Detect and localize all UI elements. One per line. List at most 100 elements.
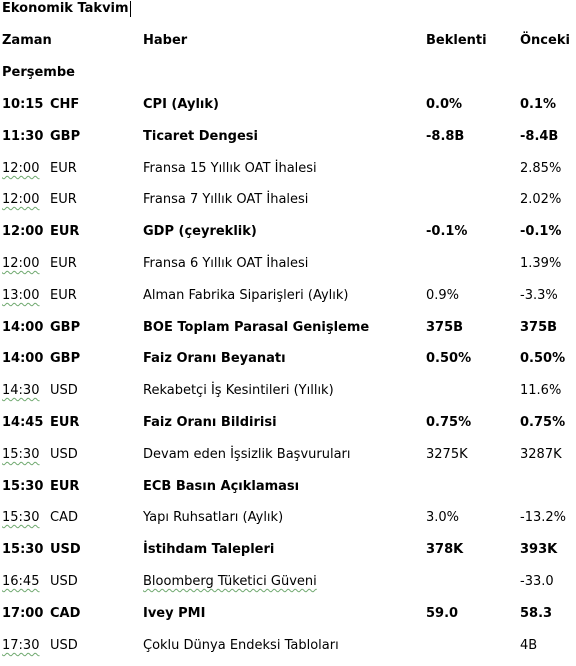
row-news: Yapı Ruhsatları (Aylık) [143,510,284,525]
row-time: 17:00 [2,606,44,621]
text-cursor [129,1,131,17]
row-currency: USD [50,638,78,653]
row-news: Fransa 7 Yıllık OAT İhalesi [143,192,309,207]
row-previous: -33.0 [520,574,554,589]
row-expected: 3275K [426,447,468,462]
row-previous: 2.02% [520,192,562,207]
header-time: Zaman [2,33,52,48]
row-currency: EUR [50,192,77,207]
row-news: GDP (çeyreklik) [143,224,257,239]
row-time: 15:30 [2,510,40,525]
table-row: 17:30 USD Çoklu Dünya Endeksi Tabloları 4B [0,635,576,657]
row-news: Devam eden İşsizlik Başvuruları [143,447,351,462]
table-row: 10:15 CHF CPI (Aylık) 0.0% 0.1% [0,94,576,116]
row-previous: 3287K [520,447,562,462]
row-currency: GBP [50,129,81,144]
row-previous: 11.6% [520,383,562,398]
row-currency: EUR [50,224,80,239]
row-time: 13:00 [2,288,40,303]
row-currency: EUR [50,415,80,430]
row-news: İstihdam Talepleri [143,542,275,557]
row-previous: 4B [520,638,538,653]
header-expected: Beklenti [426,33,487,48]
header-news: Haber [143,33,188,48]
table-row: 12:00 EUR Fransa 6 Yıllık OAT İhalesi 1.39% [0,253,576,275]
row-time: 14:00 [2,351,44,366]
row-previous: 0.75% [520,415,566,430]
row-time: 15:30 [2,447,40,462]
table-row: 15:30 EUR ECB Basın Açıklaması [0,476,576,498]
row-currency: GBP [50,320,81,335]
row-news: Bloomberg Tüketici Güveni [143,574,317,589]
row-previous: 1.39% [520,256,562,271]
row-time: 11:30 [2,129,44,144]
row-currency: USD [50,574,78,589]
row-time: 12:00 [2,224,44,239]
row-time: 14:00 [2,320,44,335]
table-row: 14:00 GBP BOE Toplam Parasal Genişleme 375B… [0,317,576,339]
row-previous: 0.50% [520,351,566,366]
row-previous: 393K [520,542,558,557]
title-text: Ekonomik Takvim [2,1,129,16]
table-row: 14:45 EUR Faiz Oranı Bildirisi 0.75% 0.75% [0,412,576,434]
row-currency: USD [50,447,78,462]
table-row: 17:00 CAD Ivey PMI 59.0 58.3 [0,603,576,625]
row-currency: EUR [50,479,80,494]
table-row: 12:00 EUR Fransa 7 Yıllık OAT İhalesi 2.02% [0,189,576,211]
table-row: 12:00 EUR Fransa 15 Yıllık OAT İhalesi 2.8… [0,158,576,180]
row-expected: 59.0 [426,606,459,621]
table-row: 15:30 USD Devam eden İşsizlik Başvuruları 3… [0,444,576,466]
table-row: 11:30 GBP Ticaret Dengesi -8.8B -8.4B [0,126,576,148]
row-currency: USD [50,383,78,398]
table-row: 15:30 USD İstihdam Talepleri 378K 393K [0,539,576,561]
table-row: 16:45 USD Bloomberg Tüketici Güveni -33.0 [0,571,576,593]
table-row: 12:00 EUR GDP (çeyreklik) -0.1% -0.1% [0,221,576,243]
row-news: Çoklu Dünya Endeksi Tabloları [143,638,339,653]
table-row: 15:30 CAD Yapı Ruhsatları (Aylık) 3.0% -13.2… [0,507,576,529]
row-currency: EUR [50,288,77,303]
row-expected: 0.0% [426,97,463,112]
row-news: ECB Basın Açıklaması [143,479,300,494]
row-time: 12:00 [2,256,40,271]
table-row: 14:00 GBP Faiz Oranı Beyanatı 0.50% 0.50% [0,348,576,370]
row-expected: -0.1% [426,224,468,239]
row-expected: 375B [426,320,464,335]
row-previous: 375B [520,320,558,335]
row-previous: -0.1% [520,224,562,239]
row-currency: EUR [50,161,77,176]
table-row: 14:30 USD Rekabetçi İş Kesintileri (Yıllık… [0,380,576,402]
header-previous: Önceki [520,33,570,48]
row-news: Faiz Oranı Bildirisi [143,415,277,430]
row-news: Ticaret Dengesi [143,129,258,144]
row-expected: 0.9% [426,288,460,303]
row-news: BOE Toplam Parasal Genişleme [143,320,370,335]
row-news: Faiz Oranı Beyanatı [143,351,286,366]
table-row: 13:00 EUR Alman Fabrika Siparişleri (Aylık… [0,285,576,307]
row-currency: CAD [50,606,81,621]
row-currency: USD [50,542,81,557]
row-news: Ivey PMI [143,606,206,621]
row-currency: EUR [50,256,77,271]
row-expected: 378K [426,542,464,557]
row-previous: 2.85% [520,161,562,176]
row-expected: 3.0% [426,510,460,525]
row-expected: 0.75% [426,415,472,430]
row-news: CPI (Aylık) [143,97,219,112]
row-currency: CHF [50,97,80,112]
row-news: Fransa 15 Yıllık OAT İhalesi [143,161,317,176]
row-news: Fransa 6 Yıllık OAT İhalesi [143,256,309,271]
row-time: 15:30 [2,479,44,494]
day-label: Perşembe [2,65,75,80]
row-time: 10:15 [2,97,44,112]
row-time: 14:30 [2,383,40,398]
row-previous: -13.2% [520,510,566,525]
row-previous: -8.4B [520,129,559,144]
row-time: 16:45 [2,574,40,589]
row-time: 14:45 [2,415,44,430]
row-previous: 0.1% [520,97,557,112]
document-title: Ekonomik Takvim [2,0,131,18]
row-time: 12:00 [2,192,40,207]
row-expected: 0.50% [426,351,472,366]
row-currency: CAD [50,510,78,525]
